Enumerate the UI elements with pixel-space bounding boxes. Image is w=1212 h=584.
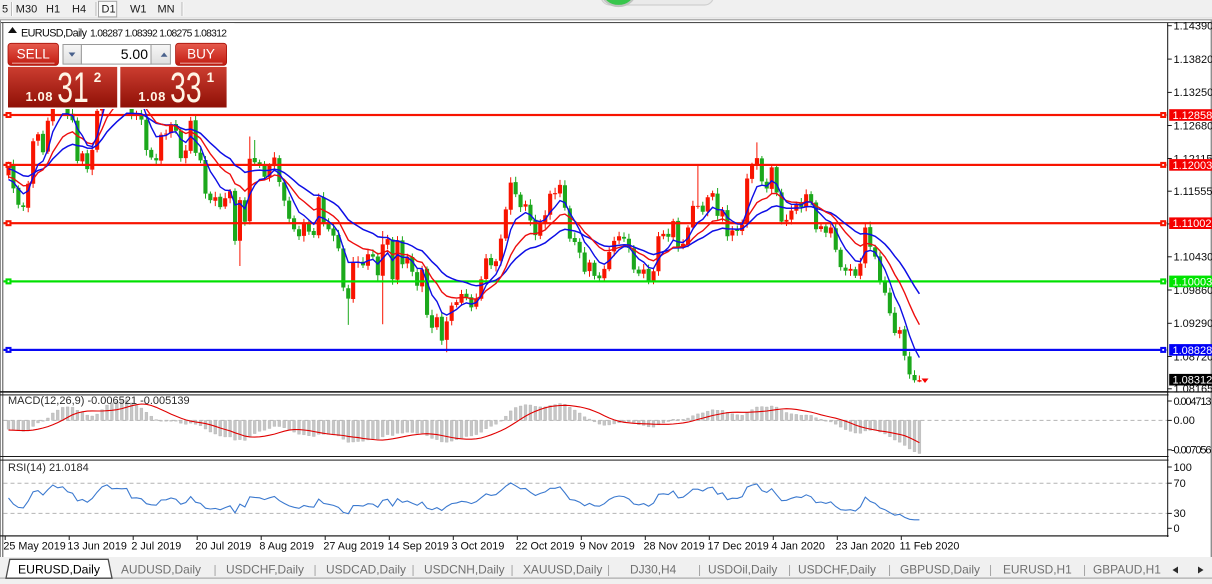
svg-text:1.13250: 1.13250 [1174,87,1212,99]
svg-text:0.004713: 0.004713 [1174,396,1212,408]
svg-text:5: 5 [2,4,8,16]
svg-text:1.12858: 1.12858 [1173,110,1212,122]
svg-text:RSI(14) 21.0184: RSI(14) 21.0184 [8,462,89,474]
svg-text:0.00: 0.00 [1174,415,1195,427]
svg-text:EURUSD,Daily: EURUSD,Daily [18,562,101,576]
svg-text:17 Dec 2019: 17 Dec 2019 [708,541,769,553]
svg-text:100: 100 [1174,462,1192,474]
svg-text:EURUSD,Daily: EURUSD,Daily [21,28,88,40]
svg-text:1.13820: 1.13820 [1174,54,1212,66]
svg-text:XAUUSD,Daily: XAUUSD,Daily [523,562,602,576]
svg-text:14 Sep 2019: 14 Sep 2019 [388,541,449,553]
svg-text:USDCHF,Daily: USDCHF,Daily [798,562,876,576]
svg-text:D1: D1 [102,4,116,16]
svg-text:MN: MN [158,4,175,16]
svg-text:|: | [788,562,791,576]
svg-text:|: | [314,562,317,576]
svg-text:|: | [412,562,415,576]
svg-text:1.08: 1.08 [138,89,165,104]
svg-text:28 Nov 2019: 28 Nov 2019 [644,541,705,553]
svg-text:|: | [888,562,891,576]
svg-text:|: | [698,562,701,576]
svg-text:30: 30 [1174,508,1186,520]
svg-text:1: 1 [207,70,215,85]
svg-text:AUDUSD,Daily: AUDUSD,Daily [121,562,201,576]
svg-text:1.08: 1.08 [26,89,53,104]
svg-text:|: | [511,562,514,576]
svg-text:20 Jul 2019: 20 Jul 2019 [195,541,251,553]
svg-text:MACD(12,26,9) -0.006521 -0.005: MACD(12,26,9) -0.006521 -0.005139 [8,395,190,407]
svg-text:|: | [607,562,610,576]
svg-text:4 Jan 2020: 4 Jan 2020 [772,541,825,553]
svg-text:1.12680: 1.12680 [1174,120,1212,132]
svg-text:2 Jul 2019: 2 Jul 2019 [131,541,181,553]
svg-text:GBPAUD,H1: GBPAUD,H1 [1093,562,1161,576]
svg-text:1.14390: 1.14390 [1174,21,1212,33]
svg-text:33: 33 [170,64,202,112]
svg-text:-0.007056: -0.007056 [1171,445,1212,457]
svg-text:1.11002: 1.11002 [1173,218,1212,230]
svg-text:22 Oct 2019: 22 Oct 2019 [516,541,575,553]
svg-text:1.08287 1.08392 1.08275 1.0831: 1.08287 1.08392 1.08275 1.08312 [90,29,227,40]
svg-text:5.00: 5.00 [121,46,148,62]
svg-text:USDCAD,Daily: USDCAD,Daily [326,562,406,576]
svg-text:|: | [1083,562,1086,576]
svg-text:1.10430: 1.10430 [1174,252,1212,264]
svg-text:1.12003: 1.12003 [1173,160,1212,172]
svg-text:31: 31 [57,64,89,112]
svg-text:3 Oct 2019: 3 Oct 2019 [452,541,505,553]
svg-text:1.08828: 1.08828 [1173,345,1212,357]
svg-text:M30: M30 [16,4,37,16]
svg-text:USDCHF,Daily: USDCHF,Daily [226,562,304,576]
svg-text:GBPUSD,Daily: GBPUSD,Daily [900,562,980,576]
svg-text:USDOil,Daily: USDOil,Daily [708,562,777,576]
svg-text:0: 0 [1174,523,1180,535]
svg-text:BUY: BUY [187,47,215,62]
svg-text:25 May 2019: 25 May 2019 [3,541,65,553]
svg-text:1.09290: 1.09290 [1174,318,1212,330]
svg-text:1.11555: 1.11555 [1174,186,1212,198]
svg-text:1.08312: 1.08312 [1173,375,1212,387]
svg-text:23 Jan 2020: 23 Jan 2020 [836,541,895,553]
svg-text:27 Aug 2019: 27 Aug 2019 [323,541,384,553]
svg-text:DJ30,H4: DJ30,H4 [630,562,677,576]
svg-text:11 Feb 2020: 11 Feb 2020 [900,541,960,553]
svg-text:H1: H1 [46,4,60,16]
svg-text:2: 2 [94,70,102,85]
svg-text:EURUSD,H1: EURUSD,H1 [1003,562,1072,576]
svg-text:1.10003: 1.10003 [1173,276,1212,288]
svg-text:9 Nov 2019: 9 Nov 2019 [580,541,635,553]
svg-text:W1: W1 [130,4,147,16]
svg-text:13 Jun 2019: 13 Jun 2019 [67,541,126,553]
svg-text:|: | [989,562,992,576]
svg-text:70: 70 [1174,478,1186,490]
svg-text:SELL: SELL [17,47,51,62]
svg-text:1.09860: 1.09860 [1174,285,1212,297]
svg-text:USDCNH,Daily: USDCNH,Daily [424,562,505,576]
svg-text:|: | [214,562,217,576]
svg-text:H4: H4 [72,4,86,16]
svg-text:8 Aug 2019: 8 Aug 2019 [259,541,314,553]
